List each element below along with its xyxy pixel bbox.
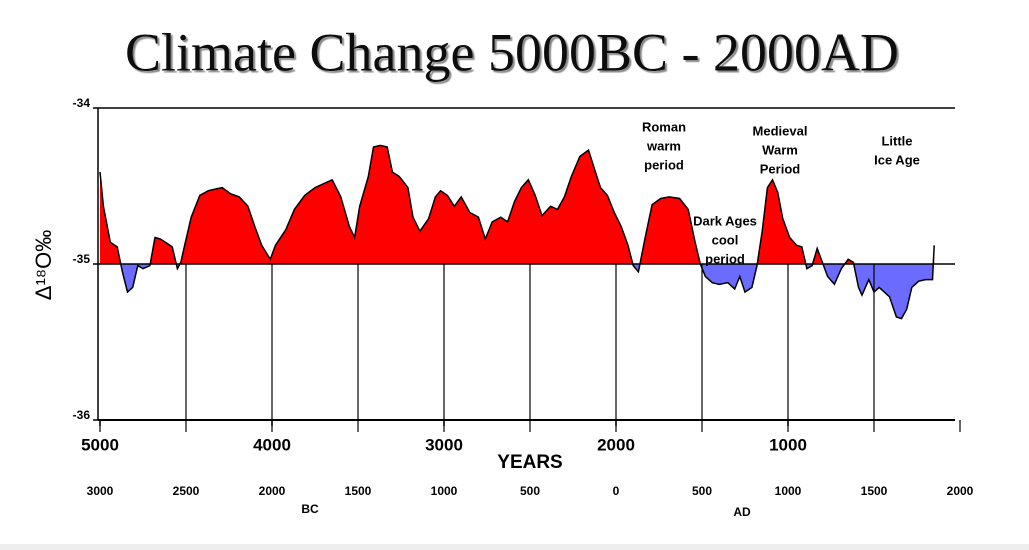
area-outline	[99, 144, 935, 320]
chart-title: Climate Change 5000BC - 2000AD	[125, 22, 899, 82]
annotation: Roman	[642, 119, 686, 134]
x2-tick-label: 500	[520, 484, 540, 498]
x2-tick-label: 1000	[431, 484, 458, 498]
era-label: AD	[733, 505, 751, 519]
annotation: Ice Age	[874, 152, 920, 167]
y-axis-label: Δ¹⁸O‰	[31, 230, 56, 300]
x-tick-label: 2000	[597, 435, 635, 454]
x2-tick-label: 0	[613, 484, 620, 498]
area-below	[100, 264, 935, 319]
annotation: Dark Ages	[693, 213, 757, 228]
annotation: period	[644, 157, 684, 172]
x2-tick-label: 1500	[861, 484, 888, 498]
area-above	[100, 145, 935, 264]
x2-tick-label: 1500	[345, 484, 372, 498]
y-tick-label: -35	[73, 252, 91, 266]
x-tick-label: 3000	[425, 435, 463, 454]
footer-strip	[0, 544, 1029, 550]
x-tick-label: 1000	[769, 435, 807, 454]
y-tick-label: -34	[73, 96, 91, 110]
annotation: Period	[760, 161, 801, 176]
x-axis-label: YEARS	[497, 452, 562, 473]
x-tick-label: 5000	[81, 435, 119, 454]
x2-tick-label: 2500	[173, 484, 200, 498]
annotation: period	[705, 251, 745, 266]
era-label: BC	[301, 502, 319, 516]
annotation: Warm	[762, 142, 798, 157]
annotation: cool	[712, 232, 739, 247]
x-tick-label: 4000	[253, 435, 291, 454]
x2-tick-label: 2000	[259, 484, 286, 498]
x2-tick-label: 3000	[87, 484, 114, 498]
x2-tick-label: 1000	[775, 484, 802, 498]
x2-tick-label: 500	[692, 484, 712, 498]
annotation: Medieval	[753, 123, 808, 138]
x2-tick-label: 2000	[947, 484, 974, 498]
annotation: Little	[881, 133, 912, 148]
annotation: warm	[646, 138, 681, 153]
y-tick-label: -36	[73, 408, 91, 422]
